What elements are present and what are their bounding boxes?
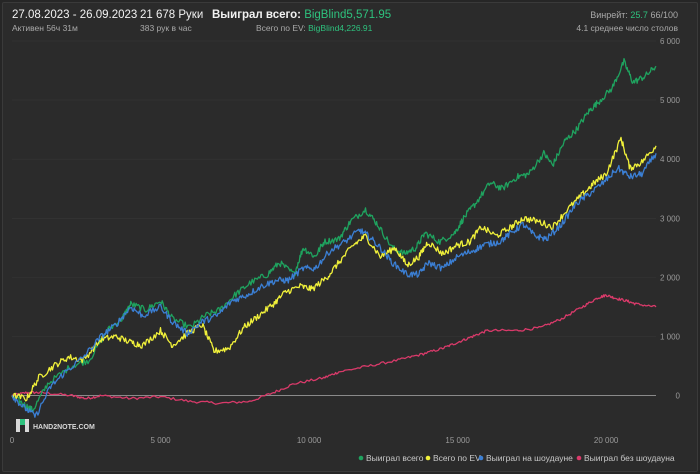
won-total-value: BigBlind5,571.95 — [304, 9, 392, 21]
y-tick-label: 3 000 — [660, 214, 681, 223]
date-range: 27.08.2023 - 26.09.2023 — [12, 9, 138, 21]
series-line-showdown — [11, 153, 657, 418]
legend-dot-ev — [425, 455, 431, 461]
won-block: Выиграл всего: BigBlind5,571.95 Всего по… — [212, 9, 391, 35]
legend-dot-nonshowdown — [576, 455, 582, 461]
series-line-won — [11, 57, 657, 413]
active-time: Активен 56ч 31м — [12, 23, 78, 33]
logo-text: HAND2NOTE.COM — [33, 424, 95, 431]
legend-dot-won — [358, 455, 364, 461]
legend-dot-showdown — [478, 455, 484, 461]
brand-logo: HAND2NOTE.COM — [16, 419, 95, 432]
y-tick-label: 2 000 — [660, 273, 681, 282]
won-total-label: Выиграл всего: — [212, 9, 301, 21]
winrate-extra: 66/100 — [650, 10, 678, 20]
y-tick-label: 1 000 — [660, 332, 681, 341]
legend-label-nonshowdown[interactable]: Выиграл без шоудауна — [584, 453, 675, 463]
legend-label-ev[interactable]: Всего по EV — [433, 453, 481, 463]
logo-mark-green — [20, 419, 25, 425]
hands-per-hour: 383 рук в час — [140, 23, 192, 33]
grid — [12, 40, 656, 397]
y-axis: 0 1 000 2 000 3 000 4 000 5 000 6 000 — [660, 37, 681, 401]
series-lines — [11, 57, 657, 418]
x-tick-label: 10 000 — [297, 436, 322, 445]
y-tick-label: 6 000 — [660, 37, 681, 46]
avg-tables: 4.1 среднее число столов — [576, 23, 678, 33]
winrate-label: Винрейт: — [590, 10, 628, 20]
legend-label-won[interactable]: Выиграл всего — [366, 453, 424, 463]
legend-label-showdown[interactable]: Выиграл на шоудауне — [486, 453, 573, 463]
date-range-block: 27.08.2023 - 26.09.2023 Активен 56ч 31м — [12, 9, 137, 35]
x-axis: 0 5 000 10 000 15 000 20 000 — [10, 436, 619, 445]
legend: Выиграл всего Всего по EV Выиграл на шоуда… — [358, 453, 675, 463]
x-tick-label: 5 000 — [151, 436, 172, 445]
series-line-nonshowdown — [11, 294, 657, 405]
x-tick-label: 0 — [10, 436, 15, 445]
x-tick-label: 15 000 — [445, 436, 470, 445]
hands-block: 21 678 Руки 383 рук в час — [140, 9, 203, 35]
logo-mark-left — [16, 419, 20, 432]
hands-count: 21 678 Руки — [140, 9, 204, 21]
y-tick-label: 0 — [676, 392, 681, 401]
ev-total-label: Всего по EV: — [256, 23, 306, 33]
ev-total-value: BigBlind4,226.91 — [308, 23, 373, 33]
winrate-block: Винрейт: 25.7 66/100 4.1 среднее число с… — [576, 9, 678, 35]
series-line-ev — [11, 136, 657, 402]
x-tick-label: 20 000 — [594, 436, 619, 445]
y-tick-label: 4 000 — [660, 155, 681, 164]
logo-mark-right — [25, 419, 29, 432]
y-tick-label: 5 000 — [660, 96, 681, 105]
winrate-value: 25.7 — [630, 10, 648, 20]
